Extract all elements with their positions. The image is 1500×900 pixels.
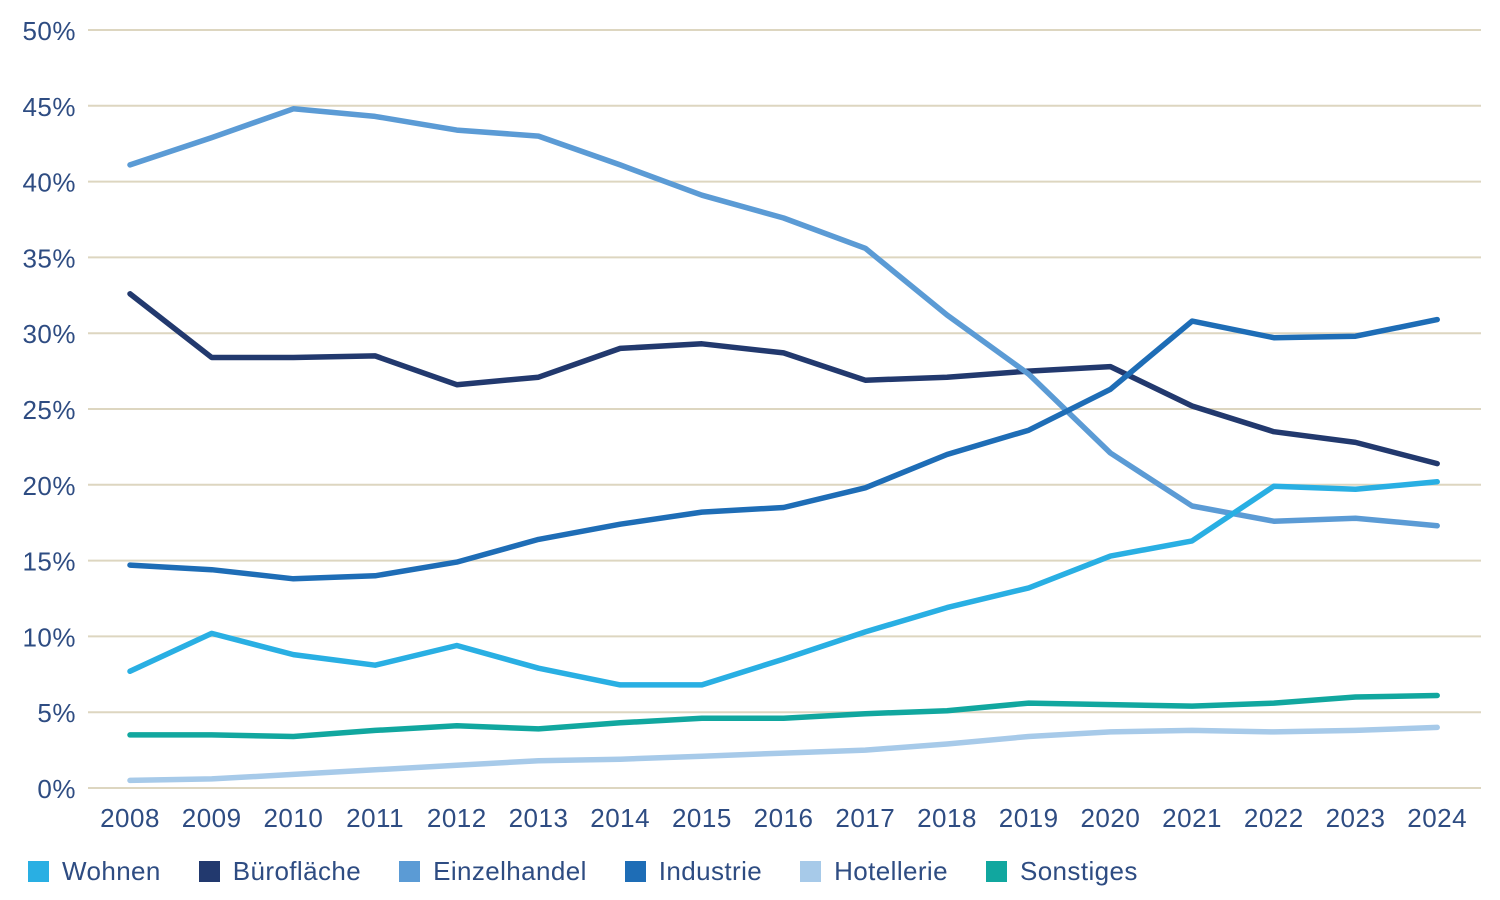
x-axis-label: 2024 — [1407, 803, 1467, 833]
y-axis-label: 50% — [22, 16, 76, 46]
x-axis-label: 2009 — [182, 803, 242, 833]
y-axis-label: 20% — [22, 471, 76, 501]
x-axis-label: 2011 — [346, 803, 404, 833]
plot-svg: 0% 5% 10% 15% 20% 25% 30% 35% 40% 45% 50% 2008 2009 2… — [22, 16, 1481, 833]
line-chart: 0% 5% 10% 15% 20% 25% 30% 35% 40% 45% 50% 2008 2009 2… — [22, 16, 1481, 833]
x-axis-label: 2014 — [590, 803, 650, 833]
legend-swatch-icon — [28, 861, 49, 882]
y-axis-label: 25% — [22, 395, 76, 425]
series-line-bürofläche — [127, 291, 1440, 467]
legend-item-industrie: Industrie — [624, 856, 763, 887]
x-axis-label: 2022 — [1244, 803, 1304, 833]
y-axis-label: 15% — [22, 547, 76, 577]
x-axis-label: 2013 — [509, 803, 569, 833]
series-line-hotellerie — [127, 724, 1440, 784]
legend-swatch-icon — [399, 861, 421, 882]
x-axis-label: 2010 — [263, 803, 323, 833]
legend-item-sonstiges: Sonstiges — [985, 856, 1138, 887]
legend-swatch-icon — [624, 861, 646, 882]
y-axis-label: 10% — [22, 622, 76, 652]
legend-swatch-icon — [198, 861, 220, 882]
x-axis-label: 2023 — [1326, 803, 1386, 833]
x-axis-label: 2021 — [1162, 803, 1222, 833]
legend-swatch-icon — [800, 861, 822, 882]
legend-label: Hotellerie — [834, 856, 948, 886]
y-axis-label: 0% — [37, 774, 76, 804]
legend-label: Industrie — [658, 856, 763, 886]
y-axis-label: 40% — [22, 168, 76, 198]
legend-item-einzelhandel: Einzelhandel — [399, 856, 587, 887]
x-axis-label: 2019 — [999, 803, 1059, 833]
series-line-wohnen — [127, 479, 1440, 688]
y-axis-label: 30% — [22, 319, 76, 349]
series-line-sonstiges — [127, 692, 1440, 740]
legend-swatch-icon — [985, 861, 1007, 882]
x-axis-label: 2020 — [1080, 803, 1140, 833]
y-axis-label: 35% — [22, 243, 76, 273]
y-axis-label: 5% — [37, 698, 76, 728]
x-axis-label: 2016 — [754, 803, 814, 833]
legend-label: Einzelhandel — [433, 856, 587, 886]
x-axis-label: 2008 — [100, 803, 160, 833]
legend-item-hotellerie: Hotellerie — [800, 856, 948, 887]
legend-label: Sonstiges — [1019, 856, 1138, 886]
x-axis-label: 2012 — [427, 803, 487, 833]
series-line-industrie — [127, 316, 1440, 582]
y-axis-label: 45% — [22, 92, 76, 122]
x-axis-label: 2015 — [672, 803, 732, 833]
legend-item-bürofläche: Bürofläche — [198, 856, 362, 887]
legend-label: Wohnen — [62, 856, 161, 886]
x-axis-label: 2017 — [835, 803, 895, 833]
x-axis-label: 2018 — [917, 803, 977, 833]
legend-item-wohnen: Wohnen — [28, 856, 161, 887]
legend: Wohnen Bürofläche Einzelhandel Industrie Hot… — [28, 856, 1138, 887]
series-line-einzelhandel — [127, 106, 1440, 529]
legend-label: Bürofläche — [232, 856, 362, 886]
